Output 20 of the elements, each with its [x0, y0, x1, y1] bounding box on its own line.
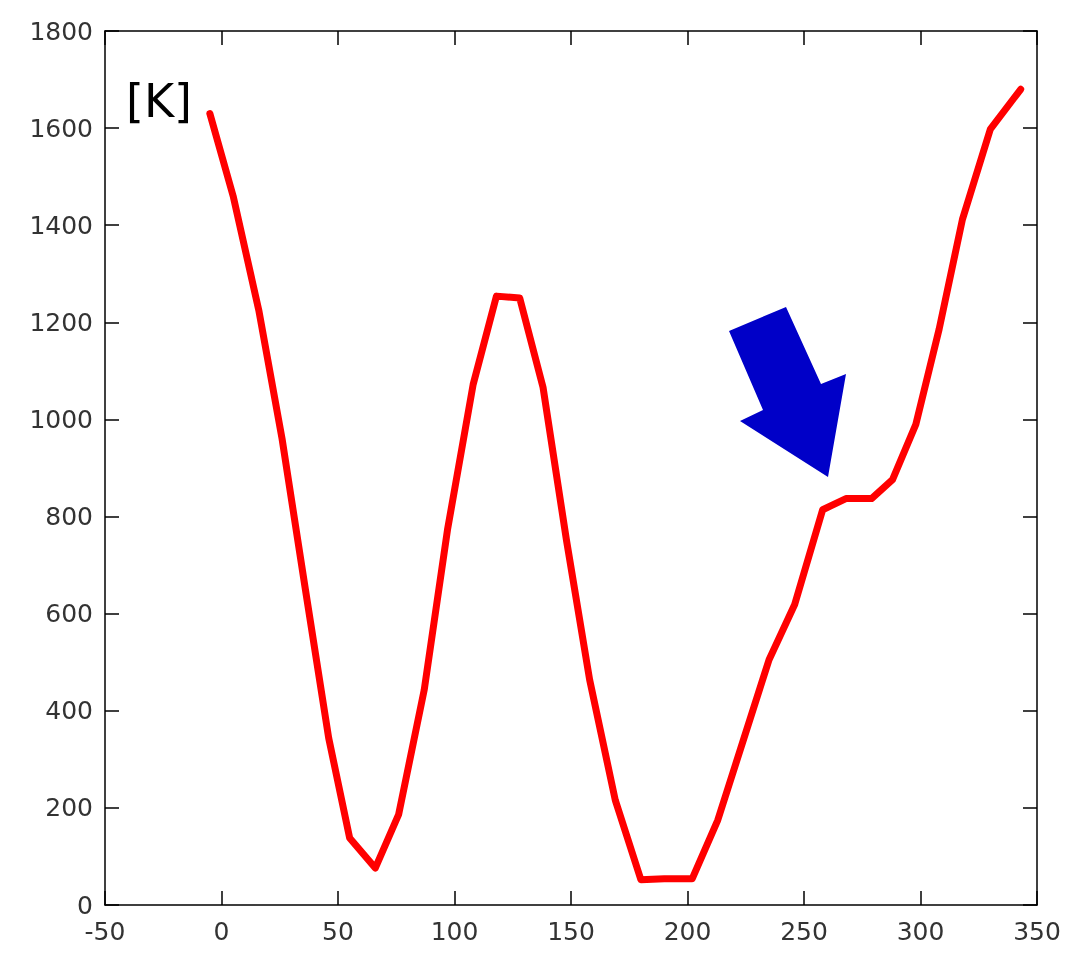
- y-tick-label: 800: [45, 502, 93, 532]
- x-tick-label: 150: [547, 917, 595, 946]
- x-tick-label: 50: [322, 917, 354, 946]
- x-tick-label: 200: [663, 917, 712, 946]
- y-tick-label: 200: [45, 793, 93, 823]
- y-tick-label: 0: [77, 890, 93, 920]
- x-tick-label: 0: [213, 917, 230, 946]
- y-tick-label: 1600: [29, 113, 93, 143]
- x-tick-label: -50: [84, 917, 126, 946]
- x-tick-label: 250: [780, 917, 828, 946]
- y-tick-label: 600: [45, 599, 93, 629]
- y-tick-label: 400: [45, 696, 93, 726]
- x-tick-label: 350: [1013, 917, 1061, 946]
- y-axis-title: [K]: [126, 74, 193, 128]
- y-tick-label: 1000: [29, 404, 93, 434]
- y-tick-label: 1800: [29, 16, 93, 46]
- x-tick-label: 300: [896, 917, 945, 946]
- y-tick-label: 1400: [29, 210, 93, 240]
- y-tick-label: 1200: [29, 307, 93, 337]
- x-tick-label: 100: [430, 917, 479, 946]
